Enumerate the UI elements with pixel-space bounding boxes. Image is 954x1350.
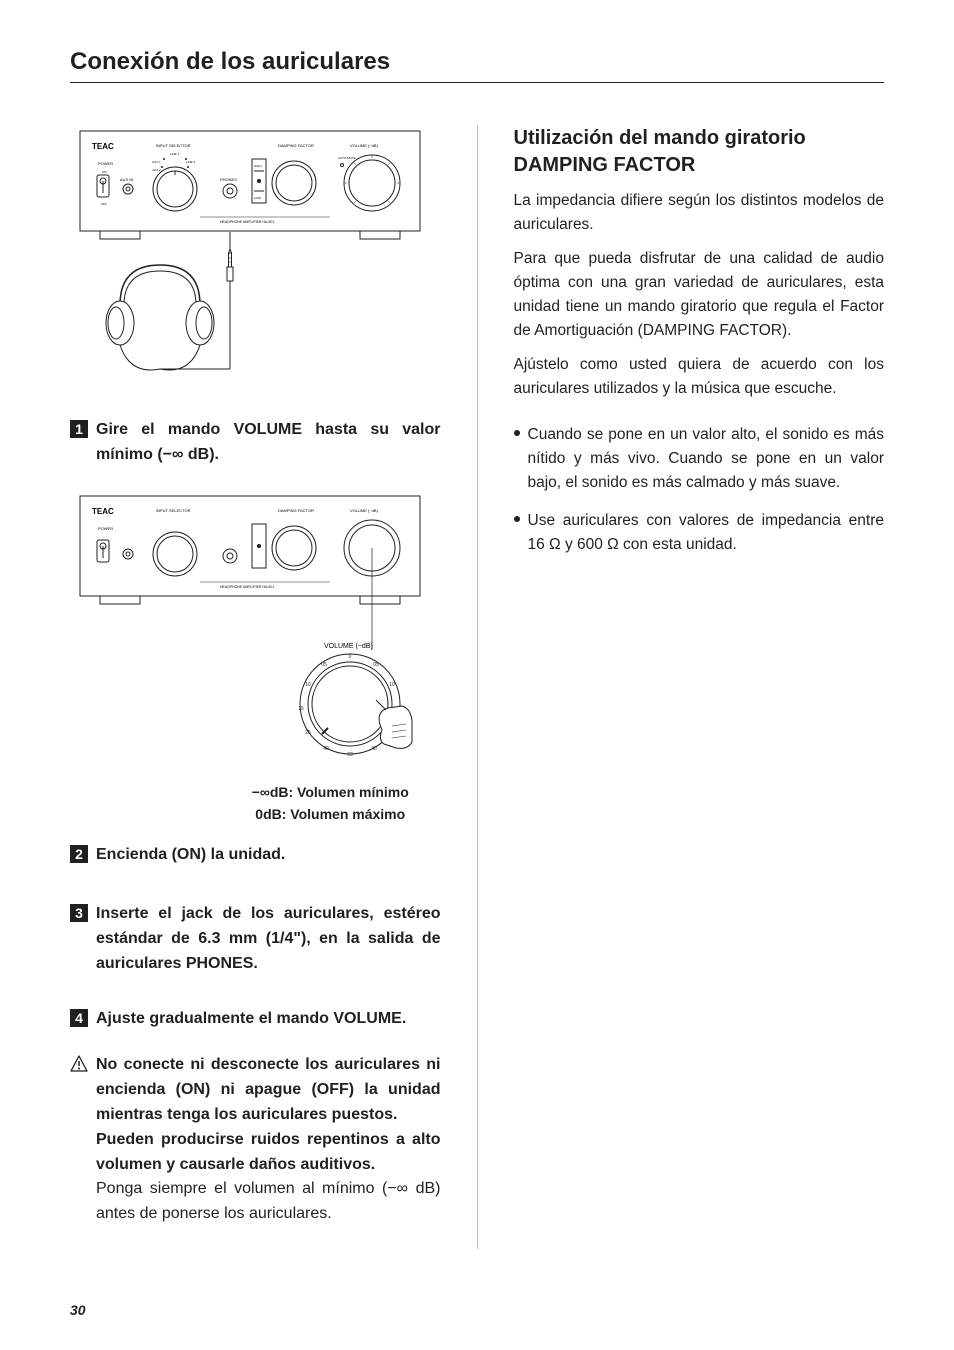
svg-text:POWER: POWER [98,526,113,531]
svg-text:10: 10 [389,682,395,688]
left-column: TEAC POWER ON OFF AUX IN INPUT SELECTOR … [70,125,441,1249]
svg-text:10: 10 [305,682,311,688]
bullet-1: Cuando se pone en un valor alto, el soni… [514,423,885,495]
svg-text:25: 25 [305,730,311,736]
svg-text:05: 05 [373,662,379,668]
damping-p2: Para que pueda disfrutar de una calidad … [514,247,885,343]
bullet-1-text: Cuando se pone en un valor alto, el soni… [528,423,885,495]
step-2: 2 Encienda (ON) la unidad. [70,843,441,868]
svg-text:DAMPING FACTOR: DAMPING FACTOR [278,143,314,148]
svg-text:05: 05 [321,662,327,668]
svg-text:AUTO MUTE: AUTO MUTE [338,156,356,160]
svg-text:DAMPING FACTOR: DAMPING FACTOR [278,508,314,513]
svg-text:60: 60 [347,752,353,758]
warning-line1: No conecte ni desconecte los auriculares… [96,1053,441,1127]
svg-text:AUX 1: AUX 1 [152,160,161,164]
svg-text:ON: ON [102,170,107,174]
bullet-dot-icon [514,430,520,436]
volume-captions: −∞dB: Volumen mínimo 0dB: Volumen máximo [220,781,441,826]
svg-text:LINE 1: LINE 1 [170,152,180,156]
svg-text:40: 40 [371,746,377,752]
damping-p3: Ajústelo como usted quiera de acuerdo co… [514,353,885,401]
svg-text:15: 15 [298,706,304,712]
step-number-4: 4 [70,1009,88,1027]
svg-text:INPUT SELECTOR: INPUT SELECTOR [156,508,191,513]
step-2-text: Encienda (ON) la unidad. [96,843,285,868]
content-columns: TEAC POWER ON OFF AUX IN INPUT SELECTOR … [70,125,884,1249]
warning-line2: Pueden producirse ruidos repentinos a al… [96,1128,441,1178]
step-number-2: 2 [70,845,88,863]
brand-label: TEAC [92,142,114,151]
svg-text:INPUT SELECTOR: INPUT SELECTOR [156,143,191,148]
svg-text:AUX IN: AUX IN [120,177,133,182]
damping-p1: La impedancia difiere según los distinto… [514,189,885,237]
svg-text:0: 0 [349,654,352,660]
svg-text:HIGH: HIGH [254,164,262,168]
warning-line3: Ponga siempre el volumen al mínimo (−∞ d… [96,1177,441,1227]
diagram-amp-headphones: TEAC POWER ON OFF AUX IN INPUT SELECTOR … [70,125,430,390]
step-number-3: 3 [70,904,88,922]
svg-text:POWER: POWER [98,161,113,166]
svg-text:VOLUME (−dB): VOLUME (−dB) [324,643,373,650]
page-title: Conexión de los auriculares [70,48,884,83]
damping-heading: Utilización del mando giratorio DAMPING … [514,125,885,179]
svg-text:40: 40 [323,746,329,752]
bullet-dot-icon [514,516,520,522]
step-1-text: Gire el mando VOLUME hasta su valor míni… [96,418,441,468]
svg-text:LINE 2: LINE 2 [186,160,196,164]
svg-text:OFF: OFF [101,202,107,206]
warning-icon [70,1055,88,1082]
warning-block: No conecte ni desconecte los auriculares… [70,1053,441,1227]
page-number: 30 [70,1302,86,1318]
svg-text:VOLUME (−dB): VOLUME (−dB) [350,508,379,513]
svg-text:TEAC: TEAC [92,507,114,516]
svg-text:PHONES: PHONES [220,177,237,182]
right-column: Utilización del mando giratorio DAMPING … [514,125,885,1249]
caption-max: 0dB: Volumen máximo [220,803,441,825]
step-3-text: Inserte el jack de los auriculares, esté… [96,902,441,976]
diagram-volume: TEAC POWER INPUT SELECTOR DAMPING FACTOR… [70,490,430,775]
bullet-2: Use auriculares con valores de impedanci… [514,509,885,557]
svg-text:LOW: LOW [254,196,261,200]
step-4: 4 Ajuste gradualmente el mando VOLUME. [70,1007,441,1032]
step-4-text: Ajuste gradualmente el mando VOLUME. [96,1007,406,1032]
bullet-2-text: Use auriculares con valores de impedanci… [528,509,885,557]
step-1: 1 Gire el mando VOLUME hasta su valor mí… [70,418,441,468]
svg-text:HEADPHONE AMPLIFIER HA-501: HEADPHONE AMPLIFIER HA-501 [220,585,274,589]
step-number-1: 1 [70,420,88,438]
svg-text:HEADPHONE AMPLIFIER HA-501: HEADPHONE AMPLIFIER HA-501 [220,220,274,224]
caption-min: −∞dB: Volumen mínimo [220,781,441,803]
column-divider [477,125,478,1249]
step-3: 3 Inserte el jack de los auriculares, es… [70,902,441,976]
svg-text:VOLUME (−dB): VOLUME (−dB) [350,143,379,148]
svg-text:AUX 2: AUX 2 [152,168,161,172]
